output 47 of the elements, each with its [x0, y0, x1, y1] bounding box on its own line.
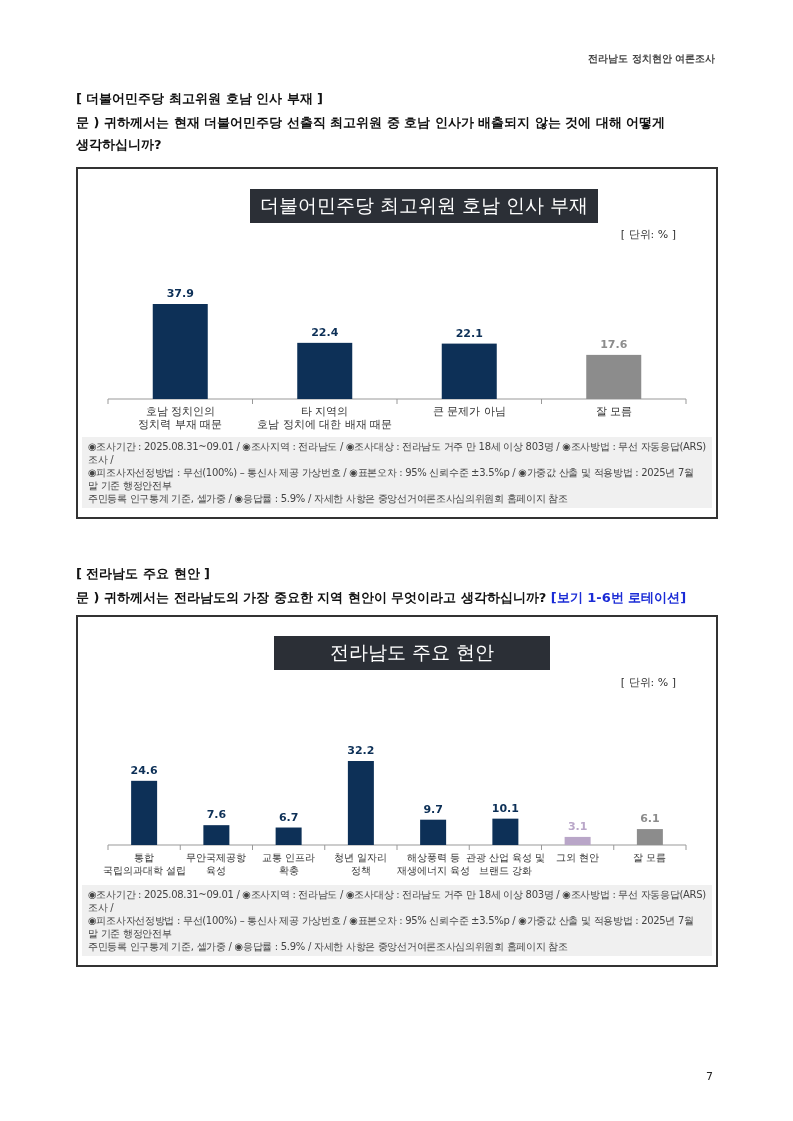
x-tick-label: 잘 모름 [633, 852, 667, 863]
data-label: 3.1 [567, 819, 588, 833]
text: [ 단위: % ] [620, 227, 676, 242]
data-label: 37.9 [166, 287, 194, 300]
data-label: 10.1 [491, 801, 519, 815]
x-tick-label: 큰 문제가 아님 [432, 405, 506, 418]
bar [586, 354, 642, 399]
bar [275, 827, 302, 845]
x-tick-label: 호남 정치인의 정치력 부재 때문 [138, 405, 223, 431]
text: 전라남도 정치현안 여론조사 [588, 52, 715, 66]
data-label: 22.4 [311, 325, 339, 339]
bar [441, 343, 497, 399]
data-label: 7.6 [206, 808, 227, 822]
data-label: 6.1 [640, 812, 660, 826]
x-tick-label: 무안국제공항 육성 [186, 852, 247, 876]
data-label: 24.6 [130, 763, 159, 777]
text: 문 ) 귀하께서는 전라남도의 가장 중요한 지역 현안이 무엇이라고 생각하십니까? [76, 590, 547, 605]
text: [ 더불어민주당 최고위원 호남 인사 부재 ] [76, 90, 324, 108]
bar [203, 825, 230, 845]
data-label: 22.1 [455, 326, 483, 340]
x-tick-label: 그외 현안 [556, 852, 600, 863]
x-tick-label: 타 지역의 호남 정치에 대한 배재 때문 [257, 405, 393, 431]
chart-title: 전라남도 주요 현안 [274, 636, 551, 670]
text: ◉조사기간 : 2025.08.31~09.01 / ◉조사지역 : 전라남도 / ◉조사대상 : 전라남도 거주 만 18세 이상 803명 / ◉조사방법 : 무선 자동응답(ARS) 조사 / ◉피조사자선정방법 : 무선(100%) – 통신사 제공 가상번호 / ◉표본오차 : 95% 신뢰수준 ±3.5%p / ◉가중값 산출 및 적용방법 : 2025년 7월 말 기준 행정안전부 주민등록 인구통계 기준, 셀가중 / ◉응답률 : 5.9% / 자세한 사항은 중앙선거여론조사심의위원회 홈페이지 참조 [82, 885, 712, 956]
bar [347, 761, 374, 845]
data-label: 17.6 [600, 337, 628, 351]
x-tick-label: 청년 일자리 정책 [334, 852, 388, 876]
text: [ 단위: % ] [620, 675, 676, 690]
text: ◉조사기간 : 2025.08.31~09.01 / ◉조사지역 : 전라남도 / ◉조사대상 : 전라남도 거주 만 18세 이상 803명 / ◉조사방법 : 무선 자동응답(ARS) 조사 / ◉피조사자선정방법 : 무선(100%) – 통신사 제공 가상번호 / ◉표본오차 : 95% 신뢰수준 ±3.5%p / ◉가중값 산출 및 적용방법 : 2025년 7월 말 기준 행정안전부 주민등록 인구통계 기준, 셀가중 / ◉응답률 : 5.9% / 자세한 사항은 중앙선거여론조사심의위원회 홈페이지 참조 [82, 437, 712, 508]
bar [564, 836, 591, 845]
text: [보기 1-6번 로테이션] [549, 590, 687, 605]
chart-title: 더불어민주당 최고위원 호남 인사 부재 [250, 189, 599, 223]
bar [297, 342, 353, 399]
bar [131, 780, 158, 845]
bar [492, 818, 519, 845]
x-tick-label: 통합 국립의과대학 설립 [102, 852, 186, 876]
bar [636, 829, 663, 845]
bar [420, 819, 447, 845]
x-tick-label: 잘 모름 [595, 405, 632, 418]
data-label: 32.2 [347, 744, 375, 757]
text: [ 전라남도 주요 현안 ] [76, 565, 210, 583]
bar [152, 304, 208, 399]
data-label: 9.7 [423, 802, 443, 816]
text: 문 ) 귀하께서는 현재 더불어민주당 선출직 최고위원 중 호남 인사가 배출되지 않는 것에 대해 어떻게 생각하십니까? [76, 114, 667, 154]
x-tick-label: 교통 인프라 확충 [262, 852, 316, 876]
text: 7 [706, 1070, 713, 1083]
data-label: 6.7 [278, 810, 299, 824]
